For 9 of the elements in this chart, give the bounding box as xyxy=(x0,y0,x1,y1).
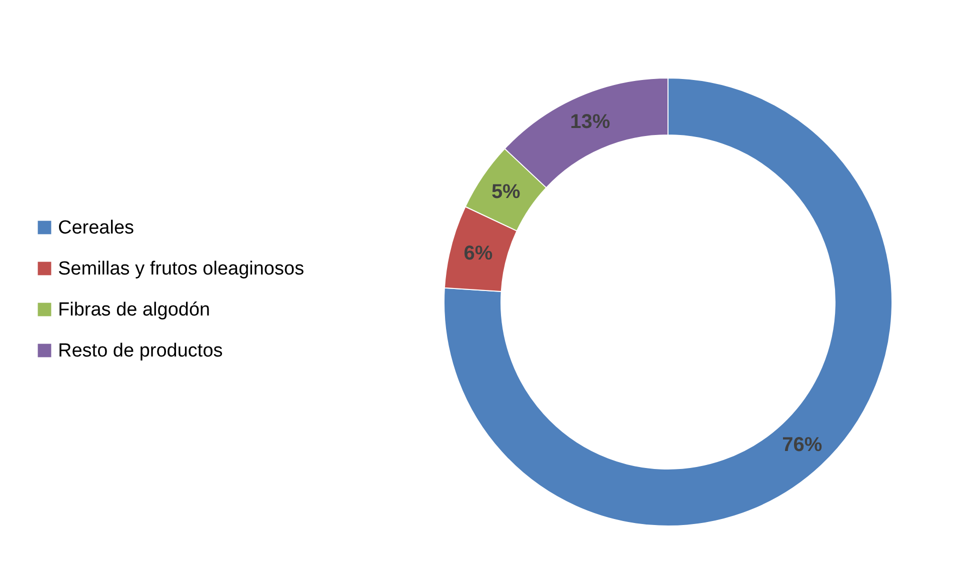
data-label: 6% xyxy=(464,242,493,264)
legend-label: Fibras de algodón xyxy=(58,300,210,320)
legend-label: Semillas y frutos oleaginosos xyxy=(58,258,304,280)
donut-slice xyxy=(444,78,892,526)
legend-label: Resto de productos xyxy=(58,340,223,362)
legend-label: Cereales xyxy=(58,218,134,238)
data-label: 13% xyxy=(570,111,610,134)
data-label: 5% xyxy=(491,180,521,203)
data-label: 76% xyxy=(782,434,822,456)
